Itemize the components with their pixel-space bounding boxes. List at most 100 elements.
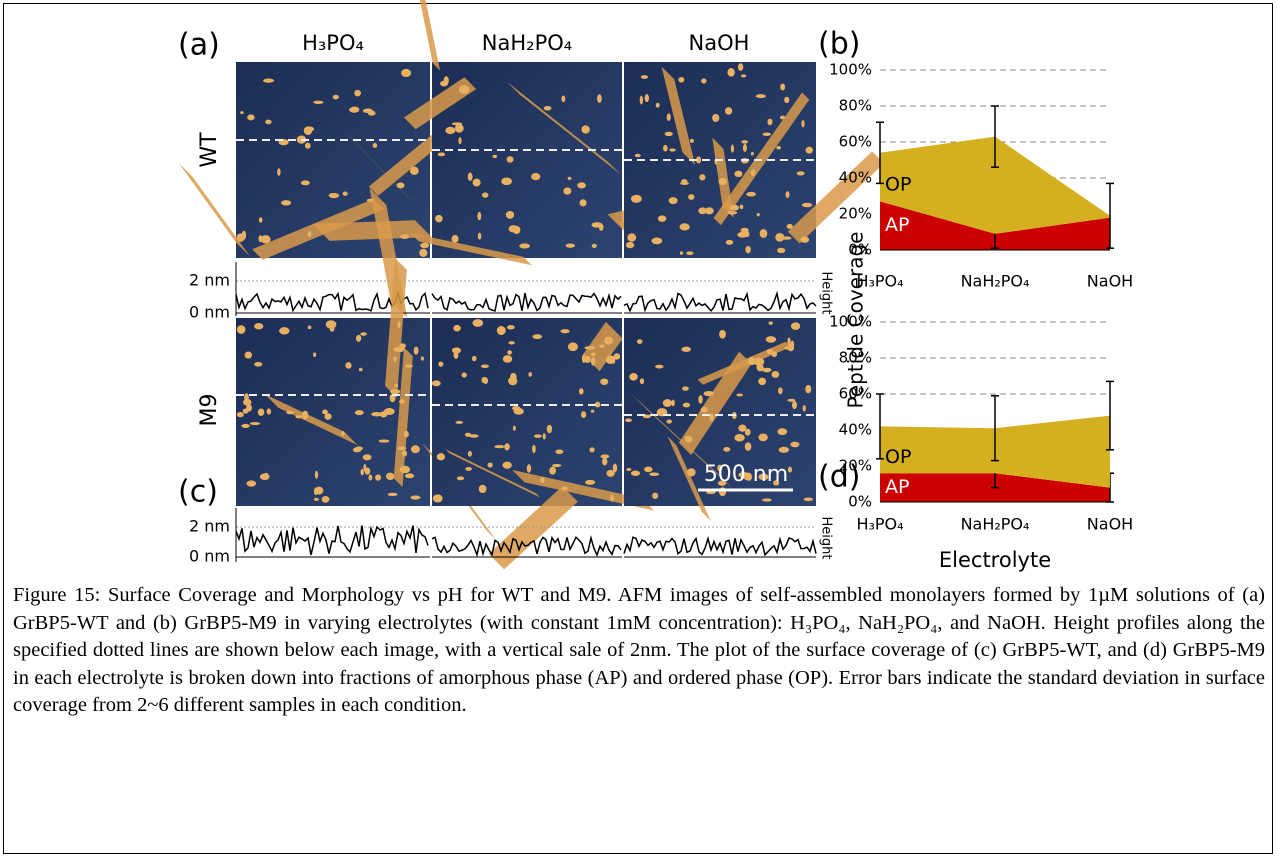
afm-feature <box>236 411 244 418</box>
afm-feature <box>784 96 790 104</box>
afm-feature <box>246 480 257 487</box>
afm-feature <box>492 154 498 159</box>
afm-feature <box>540 477 545 484</box>
afm-feature <box>397 321 401 329</box>
area <box>880 201 1110 250</box>
afm-feature <box>352 447 362 453</box>
afm-feature <box>354 89 361 97</box>
afm-feature <box>580 411 587 419</box>
y-tick-label: 80% <box>839 97 872 115</box>
afm-feature <box>561 95 566 103</box>
afm-feature <box>456 476 465 481</box>
afm-feature <box>393 356 397 362</box>
afm-feature <box>531 172 541 181</box>
afm-feature <box>258 235 263 243</box>
profile-tick-label: 2 nm <box>189 517 230 536</box>
afm-feature <box>742 143 747 152</box>
y-tick-label: 100% <box>829 61 872 79</box>
afm-feature <box>805 146 813 154</box>
afm-feature <box>723 447 731 452</box>
afm-feature <box>678 351 752 456</box>
afm-feature <box>762 132 772 137</box>
afm-feature <box>560 329 570 334</box>
afm-feature <box>787 344 795 352</box>
afm-feature <box>528 372 532 377</box>
y-tick-label: 20% <box>839 205 872 223</box>
afm-feature <box>709 413 714 422</box>
series-label: OP <box>885 174 911 196</box>
area <box>880 136 1110 234</box>
afm-feature <box>699 174 706 181</box>
afm-feature <box>178 163 251 257</box>
afm-feature <box>437 152 446 157</box>
afm-feature <box>507 350 512 355</box>
afm-feature <box>663 144 668 152</box>
afm-feature <box>803 497 814 502</box>
afm-feature <box>790 441 800 448</box>
panel-label: (b) <box>818 27 860 62</box>
afm-feature <box>464 432 472 437</box>
afm-feature <box>787 151 884 244</box>
afm-feature <box>626 467 632 471</box>
afm-feature <box>701 78 707 84</box>
afm-feature <box>313 100 324 104</box>
afm-feature <box>542 433 546 440</box>
afm-feature <box>399 465 411 474</box>
afm-feature <box>263 78 275 83</box>
afm-feature <box>303 126 313 135</box>
afm-feature <box>244 393 249 402</box>
afm-feature <box>791 401 798 410</box>
afm-feature <box>655 364 664 369</box>
afm-feature <box>512 425 516 431</box>
afm-feature <box>666 113 671 121</box>
afm-feature <box>263 472 269 478</box>
afm-feature <box>512 469 655 511</box>
afm-feature <box>712 113 720 122</box>
series-label: AP <box>885 476 909 498</box>
afm-feature <box>781 236 792 240</box>
x-tick-label: NaH₂PO₄ <box>961 272 1030 291</box>
afm-feature <box>681 346 691 352</box>
afm-feature <box>458 137 462 145</box>
afm-feature <box>755 94 766 99</box>
afm-feature <box>766 348 774 355</box>
afm-feature <box>800 236 810 243</box>
afm-feature <box>589 447 595 453</box>
afm-feature <box>512 405 521 411</box>
afm-feature <box>313 497 319 501</box>
afm-feature <box>584 346 596 350</box>
afm-feature <box>324 413 332 420</box>
afm-feature <box>662 399 672 407</box>
afm-feature <box>301 410 309 420</box>
afm-feature <box>805 384 812 394</box>
afm-feature <box>756 363 764 372</box>
column-label: H₃PO₄ <box>302 31 364 55</box>
afm-feature <box>787 466 792 473</box>
height-profile <box>431 535 622 558</box>
afm-feature <box>532 444 536 454</box>
afm-feature <box>651 237 663 245</box>
afm-feature <box>247 114 255 121</box>
afm-feature <box>385 472 395 481</box>
afm-feature <box>565 243 575 248</box>
afm-feature <box>796 171 805 176</box>
afm-feature <box>666 419 672 424</box>
afm-feature <box>254 361 263 367</box>
afm-feature <box>611 360 616 364</box>
y-tick-label: 0% <box>848 493 872 511</box>
afm-feature <box>266 408 272 415</box>
afm-feature <box>435 214 443 223</box>
afm-feature <box>329 325 335 332</box>
afm-feature <box>577 182 586 189</box>
afm-feature <box>383 408 395 416</box>
afm-feature <box>771 351 778 358</box>
afm-feature <box>480 364 490 369</box>
afm-feature <box>254 323 264 330</box>
afm-feature <box>487 462 493 468</box>
afm-feature <box>750 169 756 176</box>
afm-feature <box>249 421 261 426</box>
afm-feature <box>431 380 441 387</box>
afm-feature <box>508 225 519 233</box>
x-tick-label: NaOH <box>1087 515 1133 534</box>
afm-feature <box>771 370 780 378</box>
